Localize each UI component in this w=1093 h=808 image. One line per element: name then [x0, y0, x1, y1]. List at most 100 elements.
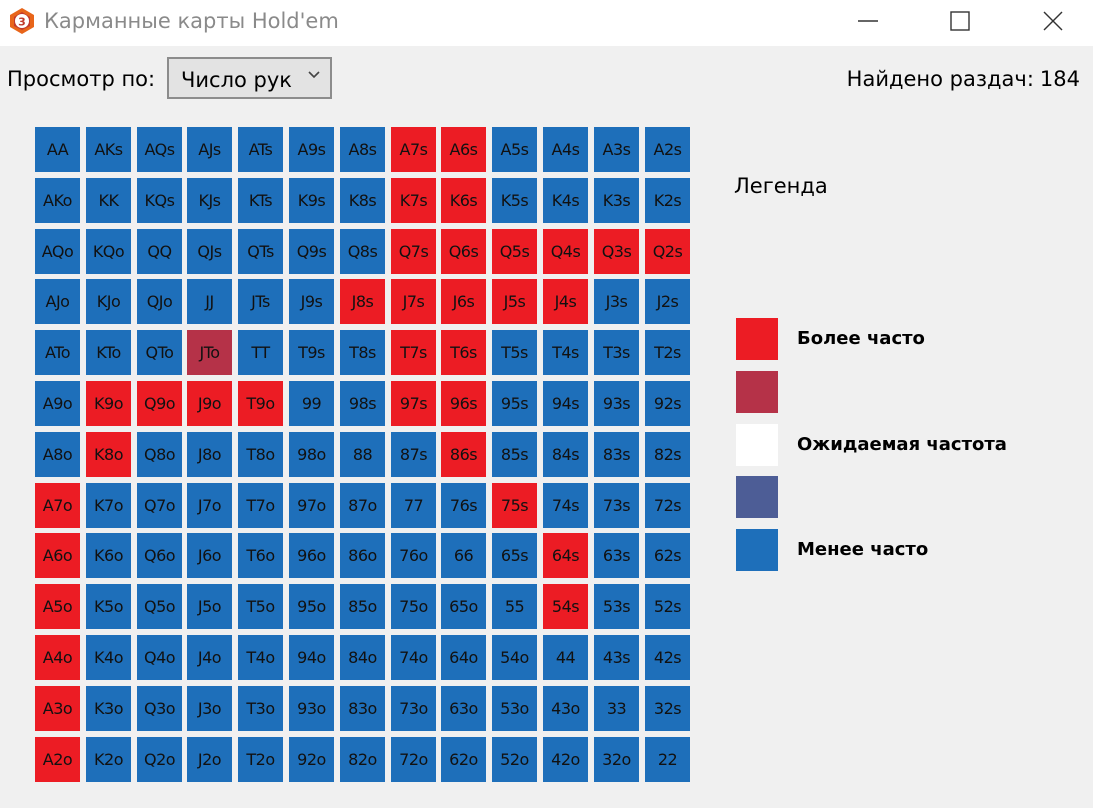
hand-cell[interactable]: 54o: [492, 635, 537, 680]
close-button[interactable]: [1030, 0, 1076, 42]
hand-cell[interactable]: J8s: [340, 279, 385, 324]
hand-cell[interactable]: QJs: [187, 229, 232, 274]
hand-cell[interactable]: AJs: [187, 127, 232, 172]
hand-cell[interactable]: 84s: [543, 432, 588, 477]
hand-cell[interactable]: 83s: [594, 432, 639, 477]
hand-cell[interactable]: 88: [340, 432, 385, 477]
hand-cell[interactable]: 32s: [645, 686, 690, 731]
hand-cell[interactable]: Q6s: [441, 229, 486, 274]
hand-cell[interactable]: T6o: [238, 533, 283, 578]
hand-cell[interactable]: T9o: [238, 381, 283, 426]
hand-cell[interactable]: J7s: [391, 279, 436, 324]
hand-cell[interactable]: A2o: [35, 737, 80, 782]
hand-cell[interactable]: J2o: [187, 737, 232, 782]
hand-cell[interactable]: QTo: [137, 330, 182, 375]
hand-cell[interactable]: J7o: [187, 483, 232, 528]
hand-cell[interactable]: 63s: [594, 533, 639, 578]
hand-cell[interactable]: KQo: [86, 229, 131, 274]
hand-cell[interactable]: Q2s: [645, 229, 690, 274]
hand-cell[interactable]: JTo: [187, 330, 232, 375]
hand-cell[interactable]: A7o: [35, 483, 80, 528]
hand-cell[interactable]: 93s: [594, 381, 639, 426]
hand-cell[interactable]: 42o: [543, 737, 588, 782]
hand-cell[interactable]: J4s: [543, 279, 588, 324]
hand-cell[interactable]: ATo: [35, 330, 80, 375]
hand-cell[interactable]: AQo: [35, 229, 80, 274]
hand-cell[interactable]: JJ: [187, 279, 232, 324]
hand-cell[interactable]: A6s: [441, 127, 486, 172]
hand-cell[interactable]: KJs: [187, 178, 232, 223]
hand-cell[interactable]: K2s: [645, 178, 690, 223]
hand-cell[interactable]: 63o: [441, 686, 486, 731]
hand-cell[interactable]: K4s: [543, 178, 588, 223]
hand-cell[interactable]: 62s: [645, 533, 690, 578]
hand-cell[interactable]: J5o: [187, 584, 232, 629]
hand-cell[interactable]: Q5s: [492, 229, 537, 274]
hand-cell[interactable]: T3s: [594, 330, 639, 375]
hand-cell[interactable]: T4s: [543, 330, 588, 375]
hand-cell[interactable]: T8o: [238, 432, 283, 477]
hand-cell[interactable]: KTo: [86, 330, 131, 375]
hand-cell[interactable]: 83o: [340, 686, 385, 731]
hand-cell[interactable]: 64o: [441, 635, 486, 680]
hand-cell[interactable]: K7s: [391, 178, 436, 223]
hand-cell[interactable]: 82s: [645, 432, 690, 477]
hand-cell[interactable]: A3s: [594, 127, 639, 172]
hand-cell[interactable]: 43s: [594, 635, 639, 680]
maximize-button[interactable]: [937, 0, 983, 42]
hand-cell[interactable]: Q7s: [391, 229, 436, 274]
hand-cell[interactable]: 87s: [391, 432, 436, 477]
hand-cell[interactable]: 53s: [594, 584, 639, 629]
hand-cell[interactable]: K5s: [492, 178, 537, 223]
hand-cell[interactable]: K3s: [594, 178, 639, 223]
hand-cell[interactable]: J3s: [594, 279, 639, 324]
hand-cell[interactable]: J9s: [289, 279, 334, 324]
hand-cell[interactable]: Q7o: [137, 483, 182, 528]
hand-cell[interactable]: Q3s: [594, 229, 639, 274]
hand-cell[interactable]: T5o: [238, 584, 283, 629]
hand-cell[interactable]: QTs: [238, 229, 283, 274]
hand-cell[interactable]: A2s: [645, 127, 690, 172]
hand-cell[interactable]: A5o: [35, 584, 80, 629]
hand-cell[interactable]: 94s: [543, 381, 588, 426]
hand-cell[interactable]: J6s: [441, 279, 486, 324]
minimize-button[interactable]: [845, 0, 891, 42]
hand-cell[interactable]: 73o: [391, 686, 436, 731]
hand-cell[interactable]: 96o: [289, 533, 334, 578]
hand-cell[interactable]: K9s: [289, 178, 334, 223]
hand-cell[interactable]: 52o: [492, 737, 537, 782]
hand-cell[interactable]: A6o: [35, 533, 80, 578]
hand-cell[interactable]: K4o: [86, 635, 131, 680]
hand-cell[interactable]: T7o: [238, 483, 283, 528]
hand-cell[interactable]: J5s: [492, 279, 537, 324]
hand-cell[interactable]: 22: [645, 737, 690, 782]
hand-cell[interactable]: 92s: [645, 381, 690, 426]
hand-cell[interactable]: K9o: [86, 381, 131, 426]
hand-cell[interactable]: K6o: [86, 533, 131, 578]
hand-cell[interactable]: 98o: [289, 432, 334, 477]
hand-cell[interactable]: 87o: [340, 483, 385, 528]
hand-cell[interactable]: 62o: [441, 737, 486, 782]
hand-cell[interactable]: 97s: [391, 381, 436, 426]
hand-cell[interactable]: T7s: [391, 330, 436, 375]
hand-cell[interactable]: ATs: [238, 127, 283, 172]
hand-cell[interactable]: 55: [492, 584, 537, 629]
hand-cell[interactable]: J4o: [187, 635, 232, 680]
hand-cell[interactable]: 98s: [340, 381, 385, 426]
hand-cell[interactable]: A4s: [543, 127, 588, 172]
hand-cell[interactable]: QJo: [137, 279, 182, 324]
hand-cell[interactable]: AKo: [35, 178, 80, 223]
view-by-dropdown[interactable]: Число рук: [167, 57, 332, 99]
hand-cell[interactable]: J2s: [645, 279, 690, 324]
hand-cell[interactable]: 85s: [492, 432, 537, 477]
hand-cell[interactable]: 76s: [441, 483, 486, 528]
hand-cell[interactable]: 74s: [543, 483, 588, 528]
hand-cell[interactable]: 72s: [645, 483, 690, 528]
hand-cell[interactable]: 73s: [594, 483, 639, 528]
hand-cell[interactable]: 77: [391, 483, 436, 528]
hand-cell[interactable]: 99: [289, 381, 334, 426]
hand-cell[interactable]: 54s: [543, 584, 588, 629]
hand-cell[interactable]: Q9s: [289, 229, 334, 274]
hand-cell[interactable]: T9s: [289, 330, 334, 375]
hand-cell[interactable]: K3o: [86, 686, 131, 731]
